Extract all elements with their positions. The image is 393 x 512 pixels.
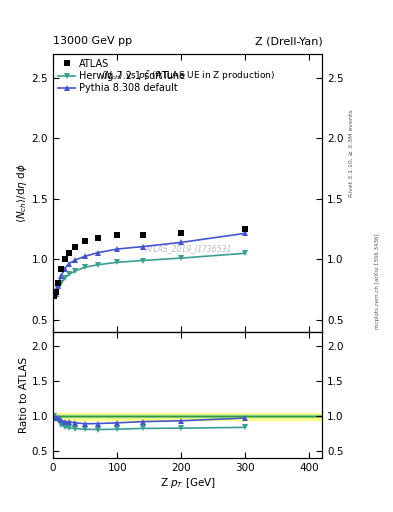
ATLAS [115,232,119,238]
Herwig 7.2.1 softTune [73,268,78,274]
Text: $\langle N_{ch}\rangle$ vs $p_T^Z$ (ATLAS UE in Z production): $\langle N_{ch}\rangle$ vs $p_T^Z$ (ATLA… [101,68,275,82]
ATLAS [59,266,64,272]
ATLAS [52,292,57,298]
Pythia 8.308 default [52,293,57,299]
Herwig 7.2.1 softTune [95,262,100,268]
Herwig 7.2.1 softTune [59,280,64,286]
ATLAS [67,250,72,257]
Pythia 8.308 default [67,261,72,267]
Pythia 8.308 default [73,257,78,263]
Pythia 8.308 default [59,272,64,279]
Pythia 8.308 default [56,283,61,289]
Herwig 7.2.1 softTune [140,258,145,264]
ATLAS [54,289,59,295]
Pythia 8.308 default [54,291,59,297]
Y-axis label: Ratio to ATLAS: Ratio to ATLAS [19,357,29,433]
ATLAS [83,238,88,244]
Pythia 8.308 default [140,244,145,250]
Pythia 8.308 default [62,266,67,272]
Herwig 7.2.1 softTune [54,292,59,298]
ATLAS [140,232,145,238]
Text: ATLAS_2019_I1736531: ATLAS_2019_I1736531 [144,244,231,253]
Herwig 7.2.1 softTune [115,259,119,265]
X-axis label: Z $p_T$ [GeV]: Z $p_T$ [GeV] [160,476,216,490]
ATLAS [243,226,248,232]
Text: Z (Drell-Yan): Z (Drell-Yan) [255,36,322,46]
Pythia 8.308 default [95,249,100,255]
Text: 13000 GeV pp: 13000 GeV pp [53,36,132,46]
Pythia 8.308 default [115,246,119,252]
ATLAS [56,281,61,287]
Herwig 7.2.1 softTune [243,250,248,257]
Bar [53,415,322,417]
Pythia 8.308 default [179,239,184,245]
ATLAS [62,256,67,262]
Pythia 8.308 default [243,230,248,237]
Herwig 7.2.1 softTune [52,293,57,299]
Line: ATLAS: ATLAS [51,226,248,298]
Text: mcplots.cern.ch [arXiv:1306.3436]: mcplots.cern.ch [arXiv:1306.3436] [375,234,380,329]
Herwig 7.2.1 softTune [179,255,184,261]
ATLAS [179,229,184,236]
Line: Herwig 7.2.1 softTune: Herwig 7.2.1 softTune [51,250,248,300]
Pythia 8.308 default [83,253,88,260]
ATLAS [95,234,100,241]
Herwig 7.2.1 softTune [83,264,88,270]
Bar [53,413,322,420]
ATLAS [73,244,78,250]
Y-axis label: $\langle N_{ch}\rangle$/d$\eta$ d$\phi$: $\langle N_{ch}\rangle$/d$\eta$ d$\phi$ [15,163,29,223]
Line: Pythia 8.308 default: Pythia 8.308 default [51,230,248,300]
Herwig 7.2.1 softTune [56,286,61,292]
Herwig 7.2.1 softTune [67,271,72,278]
Text: Rivet 3.1.10, ≥ 3.3M events: Rivet 3.1.10, ≥ 3.3M events [349,110,354,198]
Herwig 7.2.1 softTune [62,275,67,281]
Legend: ATLAS, Herwig 7.2.1 softTune, Pythia 8.308 default: ATLAS, Herwig 7.2.1 softTune, Pythia 8.3… [56,57,187,95]
